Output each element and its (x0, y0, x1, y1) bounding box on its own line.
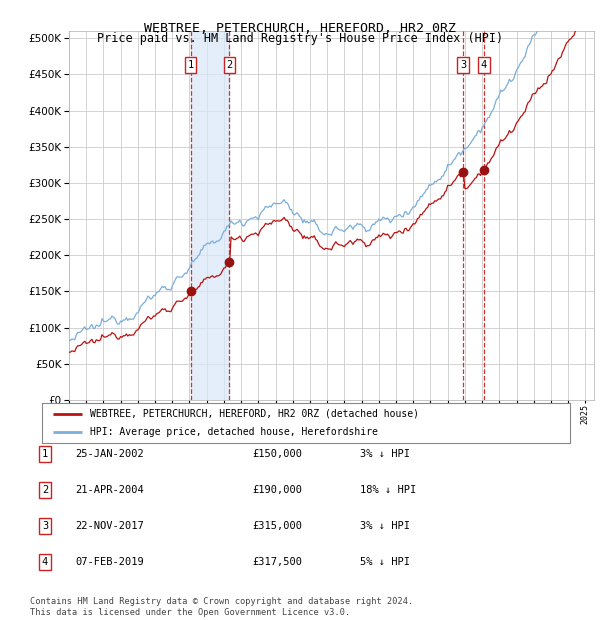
Text: 21-APR-2004: 21-APR-2004 (75, 485, 144, 495)
Text: £315,000: £315,000 (252, 521, 302, 531)
Text: 4: 4 (481, 60, 487, 70)
Text: 22-NOV-2017: 22-NOV-2017 (75, 521, 144, 531)
Text: £150,000: £150,000 (252, 449, 302, 459)
Text: 25-JAN-2002: 25-JAN-2002 (75, 449, 144, 459)
Text: 3: 3 (42, 521, 48, 531)
Text: 4: 4 (42, 557, 48, 567)
Text: 07-FEB-2019: 07-FEB-2019 (75, 557, 144, 567)
Text: Price paid vs. HM Land Registry's House Price Index (HPI): Price paid vs. HM Land Registry's House … (97, 32, 503, 45)
Text: £317,500: £317,500 (252, 557, 302, 567)
Text: 1: 1 (42, 449, 48, 459)
Text: Contains HM Land Registry data © Crown copyright and database right 2024.
This d: Contains HM Land Registry data © Crown c… (30, 598, 413, 617)
Text: 18% ↓ HPI: 18% ↓ HPI (360, 485, 416, 495)
Text: WEBTREE, PETERCHURCH, HEREFORD, HR2 0RZ (detached house): WEBTREE, PETERCHURCH, HEREFORD, HR2 0RZ … (89, 409, 419, 419)
Text: WEBTREE, PETERCHURCH, HEREFORD, HR2 0RZ: WEBTREE, PETERCHURCH, HEREFORD, HR2 0RZ (144, 22, 456, 35)
Text: 2: 2 (42, 485, 48, 495)
Text: 3% ↓ HPI: 3% ↓ HPI (360, 449, 410, 459)
Text: 5% ↓ HPI: 5% ↓ HPI (360, 557, 410, 567)
Bar (191, 31, 229, 400)
Text: 1: 1 (188, 60, 194, 70)
Text: £190,000: £190,000 (252, 485, 302, 495)
Text: HPI: Average price, detached house, Herefordshire: HPI: Average price, detached house, Here… (89, 427, 377, 438)
Text: 2: 2 (226, 60, 232, 70)
Text: 3: 3 (460, 60, 466, 70)
Text: 3% ↓ HPI: 3% ↓ HPI (360, 521, 410, 531)
